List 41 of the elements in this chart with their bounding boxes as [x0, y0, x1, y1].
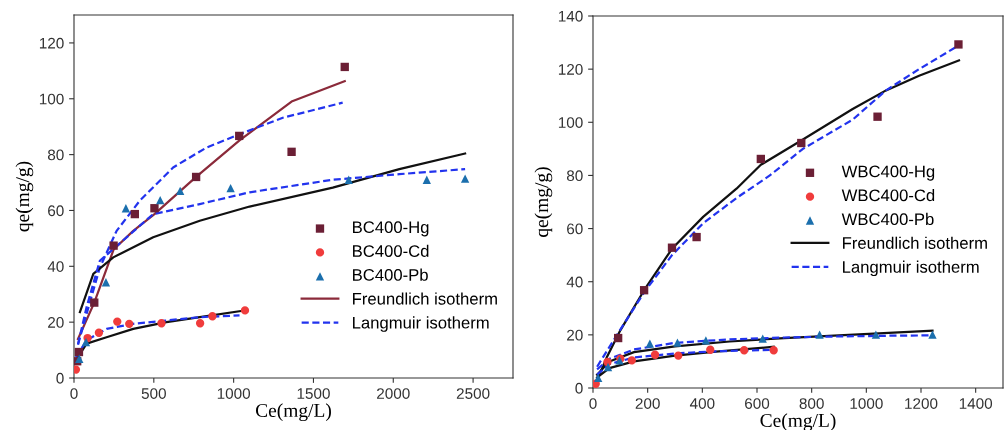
y-tick-label: 100 [558, 117, 583, 128]
x-tick-label: 1500 [297, 388, 330, 399]
y-tick-label: 100 [39, 93, 64, 105]
x-axis-title: Ce(mg/L) [255, 403, 331, 422]
y-axis-title: qe(mg/g) [534, 167, 553, 237]
y-tick-label: 140 [558, 10, 583, 22]
y-tick-label: 20 [48, 317, 64, 328]
y-tick-label: 80 [566, 170, 583, 182]
x-tick-label: 200 [635, 398, 660, 409]
y-axis-title: qe(mg/g) [15, 161, 34, 232]
x-tick-label: 2000 [377, 388, 410, 399]
legend-label: BC400-Cd [353, 244, 429, 257]
legend-label: Langmuir isotherm [843, 260, 979, 277]
y-tick-label: 40 [566, 276, 583, 288]
y-tick-label: 60 [48, 205, 64, 217]
legend-label: BC400-Pb [353, 268, 428, 281]
legend-label: Langmuir isotherm [353, 316, 489, 332]
legend-label: WBC400-Pb [841, 212, 934, 226]
y-tick-label: 60 [567, 223, 583, 235]
x-tick-label: 0 [70, 388, 78, 399]
x-tick-label: 1000 [850, 398, 883, 409]
x-tick-label: 800 [799, 398, 824, 409]
x-tick-label: 500 [141, 388, 166, 399]
y-tick-label: 40 [47, 261, 64, 272]
y-tick-label: 0 [56, 372, 64, 384]
x-tick-label: 600 [745, 398, 770, 409]
y-tick-label: 120 [39, 37, 64, 49]
y-tick-label: 20 [567, 329, 583, 341]
x-tick-label: 0 [589, 398, 597, 409]
y-tick-label: 120 [558, 64, 583, 75]
x-tick-label: 1200 [905, 398, 938, 409]
legend-label: Freundlich isotherm [353, 292, 497, 305]
x-tick-label: 400 [689, 398, 715, 409]
legend-label: WBC400-Cd [841, 188, 935, 202]
legend-label: WBC400-Hg [841, 165, 935, 181]
legend-label: BC400-Hg [353, 221, 429, 237]
legend-label: Freundlich isotherm [843, 236, 987, 249]
x-tick-label: 1000 [217, 388, 251, 399]
x-tick-label: 2500 [456, 388, 490, 399]
y-tick-label: 80 [47, 149, 64, 161]
x-tick-label: 1400 [959, 398, 993, 409]
